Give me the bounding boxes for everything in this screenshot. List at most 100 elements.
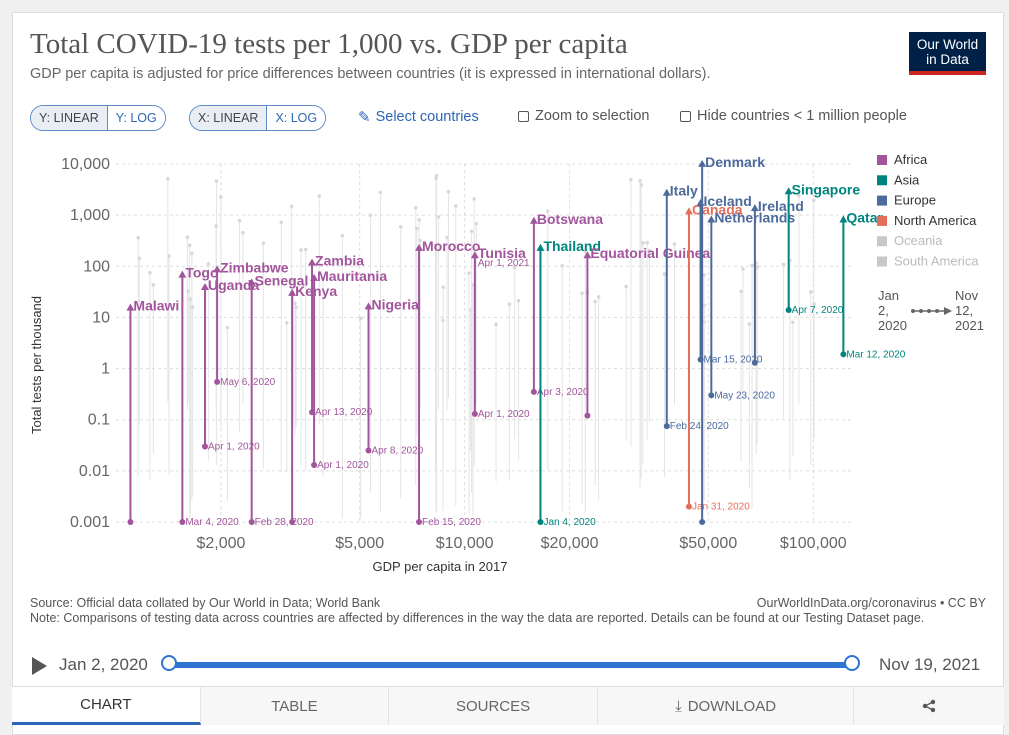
series-start-point [365, 447, 372, 454]
background-point [188, 297, 193, 301]
series-label: Iceland [704, 193, 752, 209]
series-start-point [708, 392, 715, 399]
series-nigeria: Nigeria Apr 8, 2020 [364, 296, 424, 457]
legend-time-end: 2021 [955, 318, 984, 333]
owid-logo[interactable]: Our World in Data [909, 32, 986, 75]
timeline-end-handle[interactable] [844, 655, 860, 671]
hide-small-countries-checkbox[interactable]: Hide countries < 1 million people [680, 108, 907, 124]
tab-download[interactable]: ⤓ DOWNLOAD [598, 687, 855, 725]
series-start-date-label: Feb 15, 2020 [422, 517, 481, 528]
tab-table[interactable]: TABLE [201, 687, 390, 725]
background-point [294, 305, 298, 310]
legend-swatch [877, 236, 887, 247]
legend-time-start: Jan [878, 288, 899, 303]
series-start-point [537, 519, 544, 525]
y-tick-label: 10 [92, 309, 110, 326]
background-point [797, 193, 801, 198]
background-point [340, 233, 345, 238]
background-point [289, 204, 294, 209]
series-label: Singapore [792, 181, 861, 197]
series-end-marker [247, 278, 256, 286]
background-point [560, 263, 565, 268]
y-axis-label: Total tests per thousand [29, 296, 44, 434]
background-point [151, 283, 156, 287]
series-mauritania: Mauritania Apr 1, 2020 [310, 268, 387, 471]
series-ireland: Ireland [750, 198, 804, 366]
series-canada: Canada Jan 31, 2020 [684, 201, 750, 513]
zoom-to-selection-checkbox[interactable]: Zoom to selection [518, 108, 649, 124]
series-start-point [289, 519, 296, 525]
background-point [414, 226, 419, 231]
series-label: Equatorial Guinea [590, 245, 710, 261]
timeline: Jan 2, 2020 Nov 19, 2021 [30, 652, 990, 678]
series-start-date-label: Mar 15, 2020 [704, 355, 763, 366]
x-linear-option[interactable]: X: LINEAR [190, 106, 267, 130]
series-label: Denmark [705, 154, 765, 170]
x-log-option[interactable]: X: LOG [266, 106, 326, 130]
legend-time-start: 2020 [878, 318, 907, 333]
series-qatar: Qatar Mar 12, 2020 [839, 209, 906, 360]
series-equatorial-guinea: Equatorial Guinea [583, 245, 710, 419]
background-point [436, 215, 441, 219]
series-label: Nigeria [372, 296, 420, 312]
background-point [641, 240, 645, 245]
series-singapore: Singapore Apr 7, 2020 [784, 181, 861, 316]
series-end-marker [698, 159, 707, 167]
y-tick-label: 1 [101, 361, 110, 378]
share-icon [922, 699, 936, 713]
share-button[interactable] [854, 687, 1004, 725]
series-iceland: Iceland Mar 15, 2020 [696, 193, 763, 366]
x-scale-toggle[interactable]: X: LINEAR X: LOG [189, 105, 327, 131]
x-tick-label: $5,000 [335, 535, 384, 552]
tab-sources[interactable]: SOURCES [389, 687, 598, 725]
series-start-date-label: Jan 31, 2020 [692, 502, 750, 513]
timeline-slider-track[interactable] [168, 662, 852, 668]
legend-time-end: Nov [955, 288, 979, 303]
series-start-date-label: May 6, 2020 [220, 377, 275, 388]
background-point [225, 325, 230, 330]
series-end-marker [784, 187, 793, 195]
background-point [781, 262, 786, 267]
background-point [261, 241, 266, 246]
y-linear-option[interactable]: Y: LINEAR [31, 106, 107, 130]
series-uganda: Uganda Apr 1, 2020 [200, 277, 260, 452]
timeline-start-handle[interactable] [161, 655, 177, 671]
legend-label: North America [894, 213, 977, 228]
y-tick-label: 1,000 [70, 207, 110, 224]
background-point [317, 194, 322, 198]
y-scale-toggle[interactable]: Y: LINEAR Y: LOG [30, 105, 166, 131]
select-countries-button[interactable]: ✎ Select countries [358, 108, 479, 126]
background-point [303, 247, 308, 252]
note-text: Note: Comparisons of testing data across… [30, 611, 925, 625]
series-start-point [311, 462, 318, 469]
series-end-marker [364, 302, 373, 310]
series-end-marker [750, 204, 759, 212]
y-tick-label: 100 [83, 258, 110, 275]
background-point [580, 291, 584, 296]
background-point [516, 298, 521, 303]
background-point [647, 248, 652, 253]
series-botswana: Botswana Apr 3, 2020 [529, 211, 603, 398]
series-label: Thailand [543, 238, 601, 254]
play-icon[interactable] [32, 657, 47, 675]
footer-url[interactable]: OurWorldInData.org/coronavirus • CC BY [756, 596, 986, 610]
checkbox-icon [680, 110, 691, 122]
y-tick-label: 0.1 [88, 412, 110, 429]
series-thailand: Thailand Jan 4, 2020 [536, 238, 601, 528]
background-point [741, 267, 745, 271]
background-point [187, 243, 192, 248]
background-point [791, 320, 795, 325]
tab-chart[interactable]: CHART [12, 687, 201, 725]
series-start-point [699, 519, 706, 525]
series-netherlands: NetherlandsMay 23, 2020 [707, 209, 795, 401]
background-point [639, 183, 643, 187]
y-log-option[interactable]: Y: LOG [106, 106, 165, 130]
x-tick-label: $50,000 [679, 535, 737, 552]
background-point [190, 305, 195, 309]
series-start-date-label: Apr 1, 2020 [478, 409, 530, 420]
series-label: Ireland [758, 198, 804, 214]
legend-time-start: 2, [878, 303, 889, 318]
series-zambia: Zambia Apr 13, 2020 [308, 252, 373, 418]
series-label: Mauritania [317, 268, 387, 284]
background-point [629, 177, 633, 182]
